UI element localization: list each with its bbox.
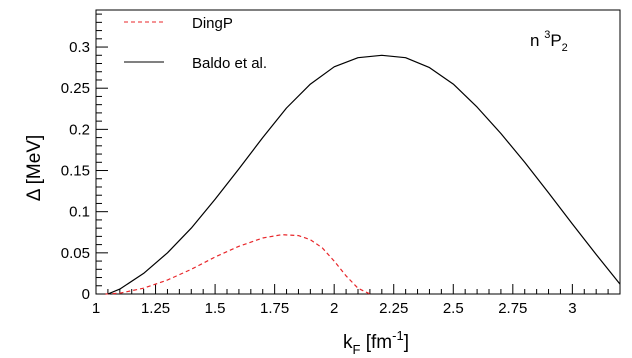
plot-area-frame <box>95 9 621 295</box>
x-axis-label: kF [fm-1] <box>343 328 409 357</box>
x-tick-label: 2.25 <box>379 300 408 317</box>
x-tick-label: 2.75 <box>498 300 527 317</box>
annotation-sub: 2 <box>562 42 568 54</box>
y-tick-label: 0.15 <box>61 163 90 180</box>
x-label-unit-post: ] <box>404 332 409 353</box>
annotation-sup: 3 <box>544 29 550 41</box>
x-tick-label: 3 <box>568 300 576 317</box>
y-tick-label: 0.1 <box>69 204 90 221</box>
legend-label-dingp: DingP <box>192 15 233 32</box>
legend: DingP Baldo et al. <box>124 15 267 72</box>
annotation-base: n <box>530 31 544 50</box>
y-tick-label: 0.2 <box>69 121 90 138</box>
x-label-base: k <box>343 332 353 353</box>
x-label-sup: -1 <box>392 328 404 343</box>
x-tick-label: 2 <box>330 300 338 317</box>
annotation-main: P <box>550 31 561 50</box>
axis-ticks: 1 1.25 1.5 1.75 2 2.25 2.5 2.75 3 0 0.05 0.1 0.15 0.2… <box>61 13 621 317</box>
x-tick-label: 1.25 <box>141 300 170 317</box>
series-line-dingp <box>105 234 371 295</box>
x-tick-label: 1 <box>92 300 100 317</box>
series-group <box>105 54 621 295</box>
state-annotation: n 3P2 <box>530 29 568 54</box>
y-tick-label: 0 <box>82 286 90 303</box>
x-tick-label: 1.75 <box>260 300 289 317</box>
legend-label-baldo: Baldo et al. <box>192 55 267 72</box>
y-axis-label: Δ [MeV] <box>24 135 45 202</box>
y-tick-label: 0.05 <box>61 245 90 262</box>
x-tick-label: 1.5 <box>205 300 226 317</box>
x-tick-label: 2.5 <box>443 300 464 317</box>
x-label-sub: F <box>353 342 361 357</box>
y-tick-label: 0.25 <box>61 80 90 97</box>
series-line-baldo <box>107 54 621 295</box>
y-tick-label: 0.3 <box>69 39 90 56</box>
x-label-unit-pre: [fm <box>360 332 392 353</box>
